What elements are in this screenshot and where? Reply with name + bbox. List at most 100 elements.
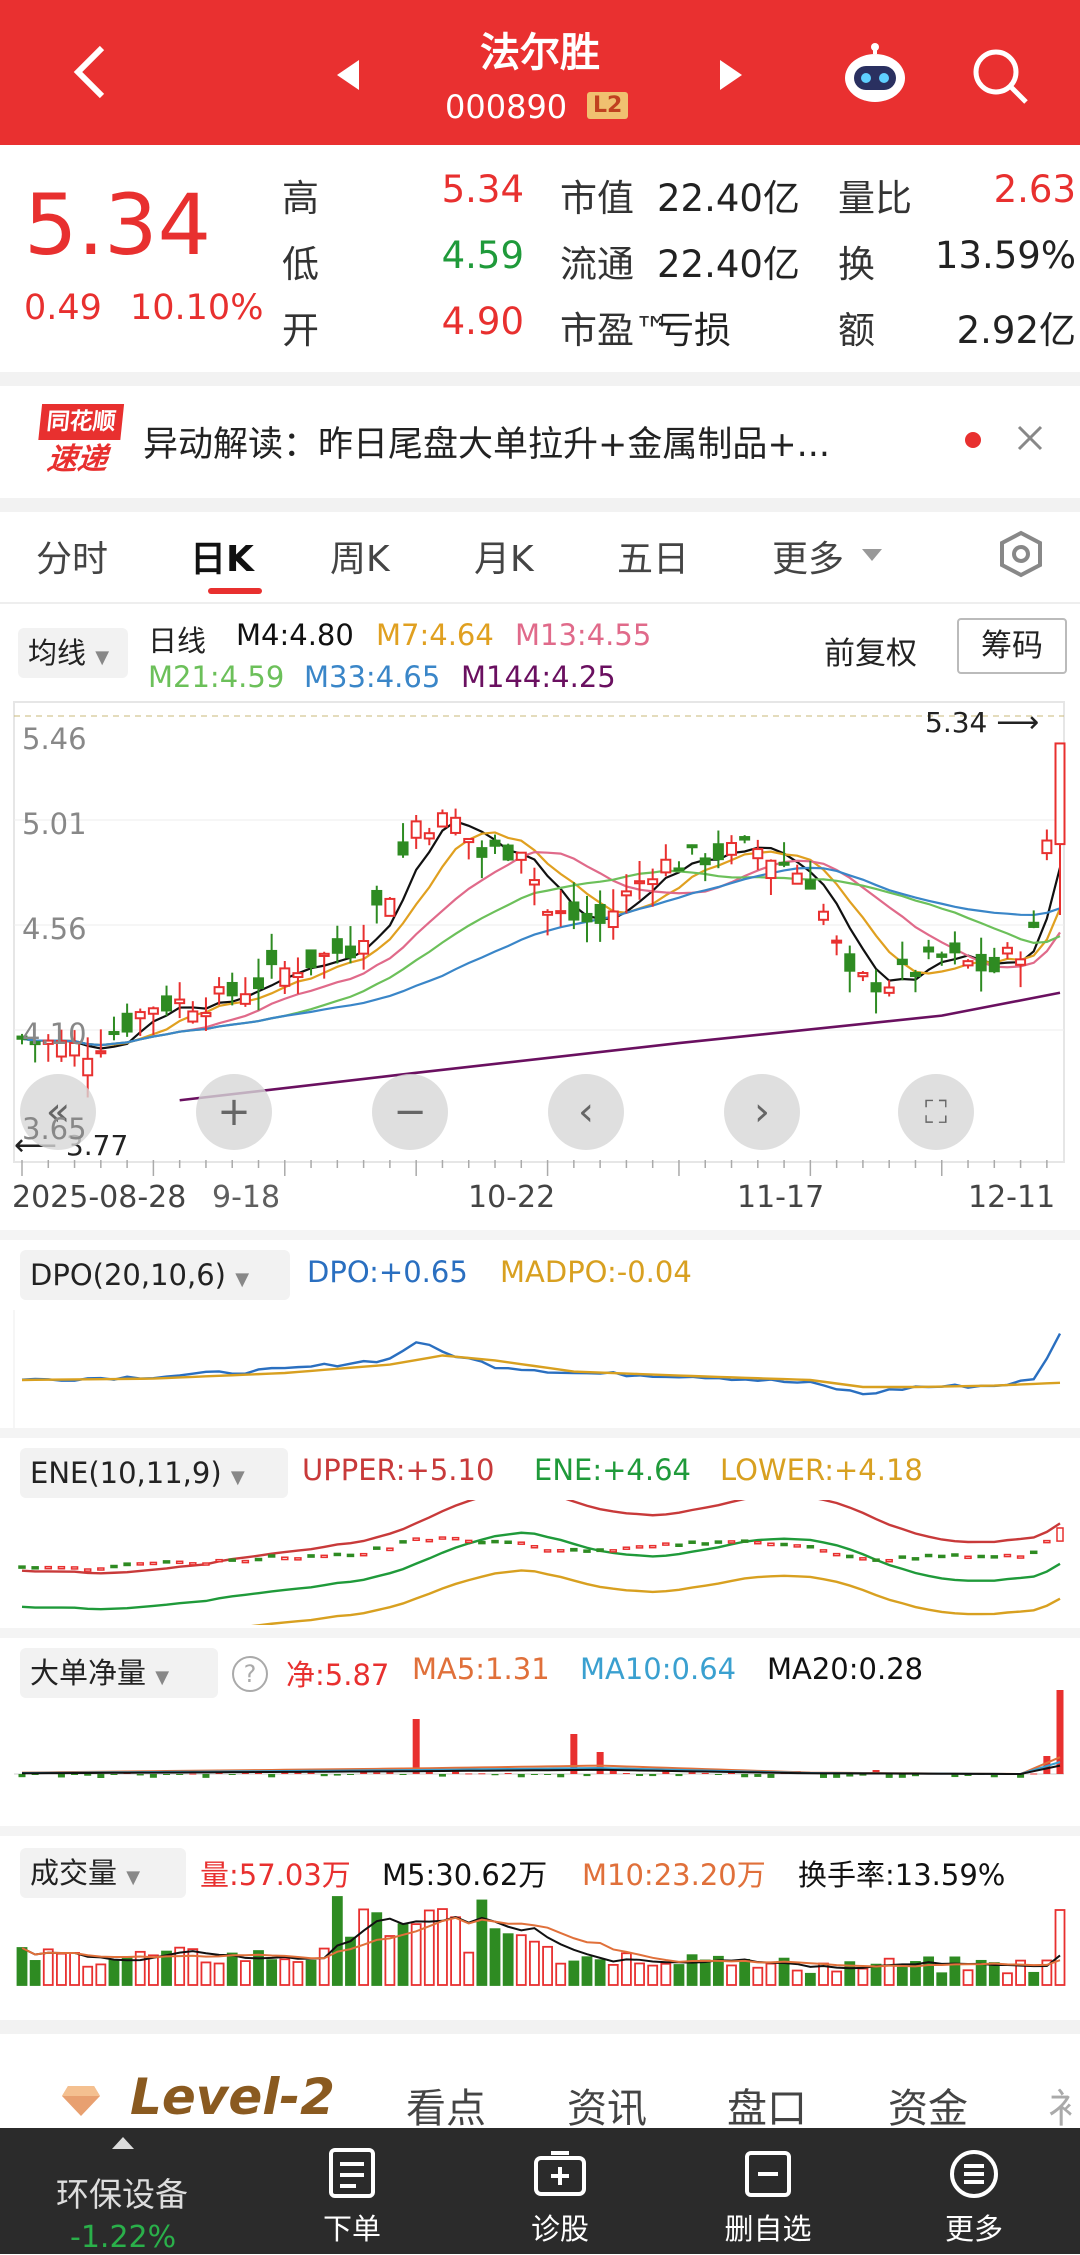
candle-body bbox=[844, 953, 856, 972]
bigorder-bar bbox=[189, 1773, 197, 1775]
bigorder-selector[interactable]: 大单净量 ▼ bbox=[20, 1648, 218, 1698]
chips-button[interactable]: 筹码 bbox=[957, 618, 1067, 674]
chevron-left-icon[interactable]: ‹ bbox=[548, 1074, 624, 1150]
mini-candle bbox=[149, 1561, 158, 1566]
mini-candle bbox=[517, 1541, 526, 1545]
bigorder-bar bbox=[228, 1774, 236, 1775]
mini-candle bbox=[937, 1554, 946, 1559]
diagnose-icon[interactable] bbox=[533, 2150, 587, 2202]
back-icon[interactable] bbox=[70, 42, 110, 102]
bigorder-bar bbox=[964, 1774, 972, 1776]
mini-candle bbox=[688, 1540, 696, 1544]
tab-news[interactable]: 资讯 bbox=[567, 2086, 647, 2132]
bigorder-bar bbox=[649, 1774, 657, 1777]
mini-candle bbox=[951, 1553, 959, 1557]
divider bbox=[0, 1826, 1080, 1836]
mini-candle bbox=[281, 1556, 289, 1561]
diagnose-label[interactable]: 诊股 bbox=[530, 2212, 589, 2246]
ma-line bbox=[21, 820, 1062, 1050]
remove-watchlist-icon[interactable] bbox=[744, 2150, 792, 2202]
prev-stock-icon[interactable] bbox=[335, 58, 361, 96]
order-icon[interactable] bbox=[327, 2148, 377, 2202]
volume-bar bbox=[1002, 1972, 1013, 1986]
tab-more-partial[interactable]: 衤 bbox=[1048, 2086, 1080, 2132]
tab-5[interactable]: 更多 bbox=[772, 539, 845, 580]
fullscreen-icon[interactable]: ⛶ bbox=[898, 1074, 974, 1150]
candle-body bbox=[55, 1040, 67, 1058]
tab-2[interactable]: 周K bbox=[330, 539, 390, 580]
candle-body bbox=[305, 949, 317, 969]
volume-bar bbox=[56, 1952, 67, 1986]
more-menu-icon[interactable] bbox=[948, 2148, 1000, 2204]
ene-selector[interactable]: ENE(10,11,9) ▼ bbox=[20, 1448, 288, 1498]
dpo-chart[interactable] bbox=[0, 1310, 1080, 1430]
candle-body bbox=[476, 847, 488, 858]
zoom-out-button[interactable]: − bbox=[372, 1074, 448, 1150]
settings-hexagon-icon[interactable] bbox=[997, 530, 1045, 582]
order-label[interactable]: 下单 bbox=[322, 2212, 381, 2246]
search-icon[interactable] bbox=[970, 46, 1030, 110]
candle-body bbox=[331, 938, 343, 954]
candle-body bbox=[253, 977, 265, 990]
volume-bar bbox=[529, 1940, 540, 1986]
tab-3[interactable]: 月K bbox=[474, 539, 534, 580]
l2-badge: L2 bbox=[587, 92, 629, 119]
candle-body bbox=[239, 993, 251, 1005]
volume-selector[interactable]: 成交量 ▼ bbox=[20, 1848, 186, 1898]
ene-chart[interactable] bbox=[0, 1500, 1080, 1625]
mini-candle bbox=[1029, 1550, 1038, 1555]
dpo-selector[interactable]: DPO(20,10,6) ▼ bbox=[20, 1250, 290, 1300]
more-label[interactable]: 更多 bbox=[944, 2212, 1003, 2246]
divider bbox=[0, 2020, 1080, 2034]
help-icon[interactable]: ? bbox=[232, 1656, 268, 1692]
candle-body bbox=[436, 812, 448, 828]
bigorder-bar bbox=[951, 1774, 959, 1778]
ma-selector[interactable]: 均线 ▼ bbox=[18, 628, 128, 678]
quote-value: 2.92亿 bbox=[956, 309, 1076, 352]
candle-body bbox=[69, 1041, 81, 1057]
bigorder-chart[interactable] bbox=[0, 1690, 1080, 1820]
news-headline[interactable]: 异动解读：昨日尾盘大单拉升+金属制品+... bbox=[143, 425, 831, 465]
volume-chart[interactable] bbox=[0, 1890, 1080, 1990]
close-news-icon[interactable] bbox=[1016, 424, 1044, 456]
volume-bar bbox=[712, 1955, 724, 1986]
candle-body bbox=[266, 949, 278, 966]
candle-body bbox=[121, 1012, 133, 1033]
tab-1[interactable]: 日K bbox=[190, 539, 254, 580]
ene-upper-value: UPPER:+5.10 bbox=[302, 1453, 495, 1487]
mini-candle bbox=[294, 1557, 302, 1561]
candle-body bbox=[410, 820, 422, 839]
remove-watchlist-label[interactable]: 删自选 bbox=[724, 2212, 812, 2246]
level2-tab[interactable]: Level-2 bbox=[130, 2068, 335, 2126]
tab-kandian[interactable]: 看点 bbox=[406, 2086, 486, 2132]
tab-4[interactable]: 五日 bbox=[617, 539, 690, 580]
volume-bar bbox=[542, 1945, 553, 1986]
mini-candle bbox=[714, 1540, 723, 1544]
next-stock-icon[interactable] bbox=[718, 58, 744, 96]
robot-assistant-icon[interactable] bbox=[842, 42, 908, 110]
dpo-line bbox=[21, 1332, 1062, 1396]
tab-funds[interactable]: 资金 bbox=[888, 2086, 968, 2132]
date-tick: 11-17 bbox=[737, 1180, 825, 1215]
quote-label: 市盈™ bbox=[560, 309, 671, 352]
bigorder-bar bbox=[71, 1774, 79, 1775]
tab-0[interactable]: 分时 bbox=[36, 539, 109, 580]
sector-name[interactable]: 环保设备 bbox=[56, 2175, 188, 2214]
candle-body bbox=[647, 878, 659, 886]
volume-bar bbox=[647, 1964, 659, 1986]
quote-label: 低 bbox=[282, 243, 319, 286]
mini-candle bbox=[898, 1555, 907, 1559]
zoom-in-button[interactable]: + bbox=[196, 1074, 272, 1150]
candle-body bbox=[384, 897, 396, 917]
chevron-right-icon[interactable]: › bbox=[724, 1074, 800, 1150]
turnover-value: 换手率:13.59% bbox=[798, 1858, 1006, 1892]
candle-body bbox=[817, 910, 829, 921]
tab-orderbook[interactable]: 盘口 bbox=[727, 2086, 807, 2132]
candlestick-chart[interactable] bbox=[0, 700, 1080, 1230]
ma-label: M7:4.64 bbox=[376, 618, 494, 652]
bigorder-bar bbox=[675, 1774, 683, 1777]
scroll-left-double-icon[interactable]: « bbox=[20, 1074, 96, 1150]
bigorder-bar bbox=[859, 1774, 867, 1776]
volume-bar bbox=[660, 1962, 672, 1986]
adjust-selector[interactable]: 前复权 bbox=[824, 636, 917, 672]
